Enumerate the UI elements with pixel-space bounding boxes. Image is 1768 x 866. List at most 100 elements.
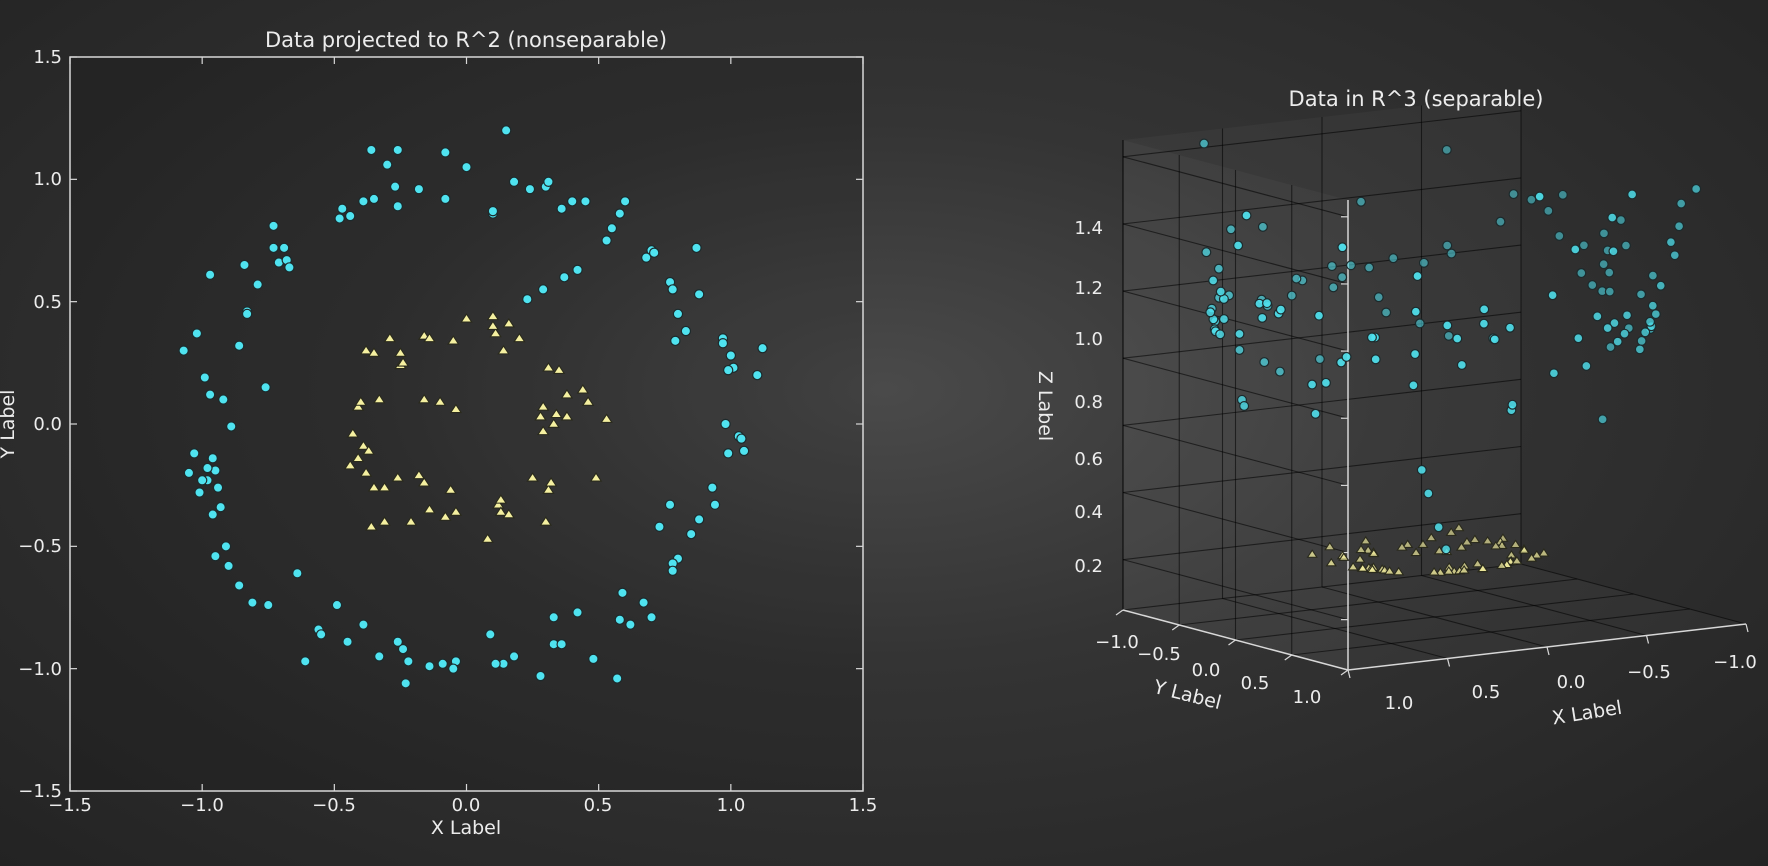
data-point: [1605, 342, 1616, 353]
x-tick-mark: [1446, 658, 1451, 667]
chart-3d-xticks: 1.0 0.5 0.0 −0.5 −1.0: [1385, 652, 1757, 714]
data-point: [1534, 191, 1545, 202]
chart-3d-ylabel: Y Label: [1150, 676, 1223, 714]
data-point: [1547, 290, 1558, 301]
chart-3d-zlabel: Z Label: [1034, 371, 1056, 441]
data-point: [1354, 554, 1366, 563]
data-point: [1636, 289, 1647, 300]
data-point: [233, 340, 245, 351]
side-grid-line: [1122, 559, 1349, 621]
back-grid-line: [1122, 110, 1522, 158]
data-point: [486, 310, 500, 321]
data-point: [1410, 349, 1421, 360]
data-point: [1570, 244, 1581, 255]
side-grid-line: [1122, 156, 1349, 218]
y-tick-label: 1.5: [33, 47, 62, 68]
data-point: [1478, 318, 1489, 329]
data-point: [417, 393, 431, 404]
side-grid-line: [1122, 491, 1349, 554]
data-point: [548, 612, 559, 623]
data-point: [1425, 532, 1437, 542]
data-point: [490, 658, 501, 669]
data-point: [413, 183, 425, 195]
data-point: [572, 607, 583, 618]
data-point: [1471, 558, 1484, 568]
z-tick-label: 0.4: [1074, 502, 1103, 523]
y-tick-label: 1.0: [1293, 687, 1322, 708]
y-tick-mark: [1228, 639, 1236, 646]
data-point: [366, 144, 377, 156]
data-point: [1356, 196, 1367, 207]
z-tick-label: 1.2: [1074, 278, 1103, 299]
y-tick-label: 0.5: [1241, 673, 1270, 694]
chart-2d-xticks: −1.5 −1.0 −0.5 0.0 0.5 1.0 1.5: [48, 795, 877, 816]
data-point: [1538, 547, 1550, 557]
data-point: [1414, 318, 1425, 329]
data-point: [1443, 330, 1454, 341]
data-point: [1592, 311, 1603, 322]
data-point: [1341, 351, 1352, 362]
x-tick-mark: [1546, 646, 1550, 656]
data-point: [378, 481, 391, 492]
data-point: [1408, 380, 1419, 391]
data-point: [738, 445, 750, 457]
x-tick-mark: [1645, 635, 1650, 644]
chart-3d-xlabel: X Label: [1551, 697, 1624, 730]
data-point: [1416, 464, 1427, 475]
side-grid-line: [1122, 223, 1349, 285]
data-point: [542, 484, 555, 494]
data-point: [1578, 240, 1589, 251]
data-point: [1213, 263, 1224, 274]
data-point: [1445, 527, 1457, 536]
data-point: [178, 345, 189, 356]
data-point: [535, 670, 546, 682]
data-point: [560, 388, 574, 399]
data-point: [1665, 237, 1676, 248]
data-point: [1647, 300, 1658, 311]
data-point: [667, 284, 678, 295]
floor-grid-line: [1235, 593, 1634, 641]
data-point: [500, 125, 512, 136]
data-point: [1573, 333, 1584, 344]
back-grid-line: [1122, 378, 1522, 426]
data-point: [437, 658, 448, 669]
x-tick-label: −0.5: [1627, 662, 1671, 683]
data-point: [536, 425, 550, 436]
data-point: [717, 338, 729, 349]
data-point: [226, 421, 237, 432]
data-point: [664, 499, 676, 510]
data-point: [1612, 336, 1623, 347]
data-point: [268, 220, 279, 232]
data-point: [1402, 539, 1414, 548]
data-point: [1458, 565, 1470, 574]
data-point: [537, 284, 549, 295]
data-point: [581, 396, 595, 406]
floor-grid-line: [1222, 597, 1448, 660]
z-tick-label: 1.4: [1074, 218, 1103, 239]
data-point: [344, 210, 356, 222]
data-point: [1366, 332, 1377, 343]
data-point: [207, 509, 218, 520]
y-tick-mark: [1340, 669, 1349, 676]
data-point: [1368, 548, 1380, 558]
data-point: [1557, 189, 1568, 200]
y-tick-label: −1.0: [1095, 632, 1139, 653]
data-point: [1446, 248, 1457, 259]
data-point: [588, 653, 599, 665]
data-point: [1442, 320, 1453, 331]
data-point: [542, 362, 555, 372]
floor-grid-line: [1291, 608, 1690, 656]
data-point: [394, 347, 407, 357]
data-point: [1640, 327, 1651, 338]
data-point: [547, 418, 560, 428]
data-point: [556, 639, 567, 650]
data-point: [1576, 268, 1587, 279]
data-point: [757, 342, 768, 354]
data-point: [1314, 354, 1325, 365]
data-point: [670, 335, 681, 347]
x-tick-label: 1.5: [849, 795, 878, 816]
data-point: [1509, 539, 1522, 549]
chart-3d: Data in R^3 (separable) 0.2 0.4 0.6 0.8 …: [1034, 87, 1757, 729]
data-point: [1310, 408, 1321, 419]
data-point: [1381, 307, 1392, 318]
